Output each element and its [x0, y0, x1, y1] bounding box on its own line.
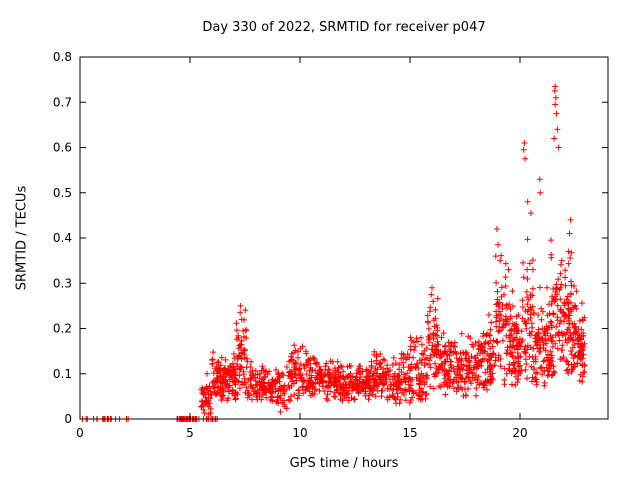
svg-text:20: 20	[512, 426, 527, 440]
x-axis-label: GPS time / hours	[289, 456, 399, 471]
svg-text:10: 10	[292, 426, 307, 440]
svg-text:0.1: 0.1	[53, 367, 72, 381]
svg-text:0.5: 0.5	[53, 186, 72, 200]
svg-text:0.2: 0.2	[53, 322, 72, 336]
svg-text:0.4: 0.4	[53, 231, 72, 245]
svg-text:0.8: 0.8	[53, 50, 72, 64]
svg-text:0.7: 0.7	[53, 95, 72, 109]
svg-text:0.3: 0.3	[53, 276, 72, 290]
svg-text:15: 15	[402, 426, 417, 440]
svg-text:0: 0	[64, 412, 72, 426]
chart-title: Day 330 of 2022, SRMTID for receiver p04…	[202, 20, 486, 35]
svg-text:0: 0	[76, 426, 84, 440]
svg-text:5: 5	[186, 426, 194, 440]
svg-text:0.6: 0.6	[53, 141, 72, 155]
